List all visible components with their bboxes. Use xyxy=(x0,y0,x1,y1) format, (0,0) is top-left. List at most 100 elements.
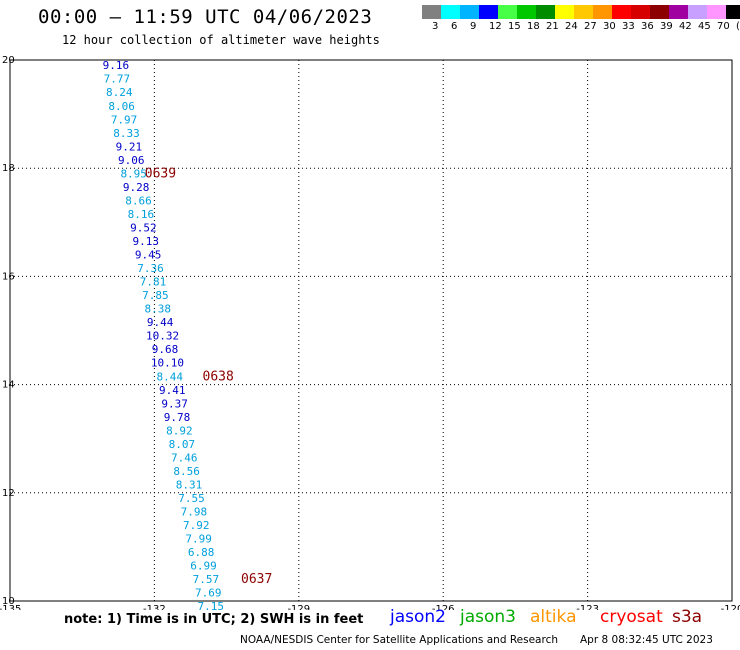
color-scale-label: 42 xyxy=(679,21,692,32)
color-swatch xyxy=(631,5,650,19)
time-label: 0638 xyxy=(203,369,234,384)
wave-height-value: 7.55 xyxy=(178,492,205,505)
color-scale-label: 21 xyxy=(546,21,559,32)
wave-height-value: 7.77 xyxy=(104,73,131,86)
lat-tick-label: 10 xyxy=(2,596,15,607)
time-label: 0637 xyxy=(241,572,272,587)
satellite-legend-item: cryosat xyxy=(600,607,663,627)
satellite-legend-item: jason2 xyxy=(390,607,446,627)
color-swatch xyxy=(479,5,498,19)
color-swatch xyxy=(707,5,726,19)
wave-height-value: 8.33 xyxy=(113,127,140,140)
color-swatch xyxy=(536,5,555,19)
wave-height-value: 8.92 xyxy=(166,424,193,437)
wave-height-value: 8.31 xyxy=(176,478,203,491)
wave-height-value: 8.06 xyxy=(108,100,135,113)
color-scale-label: 39 xyxy=(660,21,673,32)
lon-tick-label: -132 xyxy=(143,604,166,610)
credit-line: NOAA/NESDIS Center for Satellite Applica… xyxy=(240,634,558,646)
color-swatch xyxy=(498,5,517,19)
color-scale-label: 36 xyxy=(641,21,654,32)
wave-height-value: 9.68 xyxy=(152,343,179,356)
footer-note: note: 1) Time is in UTC; 2) SWH is in fe… xyxy=(64,612,364,627)
wave-height-value: 9.06 xyxy=(118,154,145,167)
wave-height-value: 7.69 xyxy=(195,587,222,600)
color-scale-label: 15 xyxy=(508,21,521,32)
color-scale-label: 70 xyxy=(717,21,730,32)
color-scale-label: 12 xyxy=(489,21,502,32)
color-scale-label: 3 xyxy=(432,21,439,32)
color-swatch xyxy=(593,5,612,19)
color-swatch xyxy=(517,5,536,19)
lat-tick-label: 18 xyxy=(2,163,15,174)
color-swatch xyxy=(669,5,688,19)
wave-height-value: 7.92 xyxy=(183,519,210,532)
wave-height-value: 8.24 xyxy=(106,86,133,99)
color-scale-label: 9 xyxy=(470,21,477,32)
satellite-legend-item: jason3 xyxy=(460,607,516,627)
wave-height-value: 9.13 xyxy=(132,235,159,248)
color-scale-label: 33 xyxy=(622,21,635,32)
lat-tick-label: 14 xyxy=(2,380,15,391)
wave-height-value: 7.97 xyxy=(111,113,138,126)
color-scale-label: 27 xyxy=(584,21,597,32)
map-subtitle: 12 hour collection of altimeter wave hei… xyxy=(62,33,380,47)
wave-height-value: 8.66 xyxy=(125,194,152,207)
wave-height-value: 7.85 xyxy=(142,289,169,302)
color-scale-label: 45 xyxy=(698,21,711,32)
color-swatch xyxy=(441,5,460,19)
lon-tick-label: -126 xyxy=(432,604,455,610)
wave-height-value: 7.81 xyxy=(140,276,167,289)
color-scale-label: 18 xyxy=(527,21,540,32)
wave-height-value: 7.57 xyxy=(193,573,220,586)
color-scale-bar xyxy=(422,5,740,19)
lon-tick-label: -120 xyxy=(721,604,740,610)
lon-tick-label: -129 xyxy=(287,604,310,610)
wave-height-value: 7.98 xyxy=(181,506,208,519)
wave-height-value: 9.45 xyxy=(135,249,162,262)
lon-tick-label: -123 xyxy=(576,604,599,610)
lat-tick-label: 20 xyxy=(2,55,15,66)
wave-height-value: 7.36 xyxy=(137,262,164,275)
wave-height-value: 8.16 xyxy=(128,208,155,221)
color-swatch xyxy=(688,5,707,19)
wave-height-value: 9.78 xyxy=(164,411,191,424)
color-swatch xyxy=(650,5,669,19)
satellite-legend-item: s3a xyxy=(672,607,703,627)
color-scale-label: 24 xyxy=(565,21,578,32)
color-swatch xyxy=(460,5,479,19)
wave-height-value: 6.88 xyxy=(188,546,215,559)
wave-height-value: 9.37 xyxy=(161,397,188,410)
wave-height-value: 7.99 xyxy=(185,533,212,546)
map-frame xyxy=(9,59,733,602)
color-swatch xyxy=(726,5,740,19)
color-swatch xyxy=(574,5,593,19)
wave-height-value: 10.32 xyxy=(146,330,179,343)
wave-height-value: 8.95 xyxy=(120,167,147,180)
map-title: 00:00 – 11:59 UTC 04/06/2023 xyxy=(38,6,373,28)
time-label: 0639 xyxy=(145,166,176,181)
wave-height-value: 8.56 xyxy=(173,465,200,478)
satellite-legend-item: altika xyxy=(530,607,577,627)
wave-height-value: 9.21 xyxy=(116,140,143,153)
wave-height-value: 9.16 xyxy=(103,59,130,72)
color-swatch xyxy=(555,5,574,19)
lon-tick-label: -135 xyxy=(0,604,21,610)
wave-height-value: 6.99 xyxy=(190,560,217,573)
wave-height-value: 8.38 xyxy=(145,303,172,316)
map-plot: -135 -132 -129 -126 -123 -120 20 18 16 14 12 10 9.16… xyxy=(0,55,740,610)
color-swatch xyxy=(612,5,631,19)
wave-height-value: 9.41 xyxy=(159,384,186,397)
color-scale-label: (ft) xyxy=(736,21,740,32)
color-scale-label: 6 xyxy=(451,21,458,32)
lat-tick-label: 16 xyxy=(2,271,15,282)
wave-height-value: 9.28 xyxy=(123,181,150,194)
wave-height-value: 7.46 xyxy=(171,451,198,464)
timestamp: Apr 8 08:32:45 UTC 2023 xyxy=(580,634,713,646)
color-swatch xyxy=(422,5,441,19)
wave-height-value: 8.44 xyxy=(157,370,184,383)
color-scale-label: 30 xyxy=(603,21,616,32)
wave-height-value: 9.52 xyxy=(130,221,157,234)
wave-height-value: 8.07 xyxy=(169,438,196,451)
